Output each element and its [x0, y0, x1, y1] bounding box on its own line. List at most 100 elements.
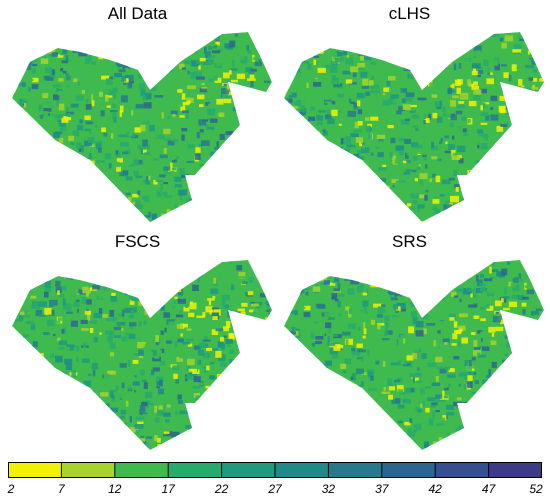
map-pixel: [260, 152, 265, 159]
map-pixel: [428, 418, 434, 426]
map-pixel: [112, 218, 122, 222]
map-pixel: [178, 54, 183, 61]
map-pixel: [453, 449, 460, 450]
map-pixel: [181, 173, 190, 179]
map-pixel: [222, 166, 229, 171]
map-pixel: [92, 285, 101, 290]
map-pixel: [137, 219, 143, 222]
map-pixel: [76, 426, 82, 432]
map-pixel: [444, 387, 449, 391]
map-pixel: [89, 419, 97, 422]
map-pixel: [123, 78, 129, 83]
map-pixel: [141, 348, 150, 355]
map-pixel: [507, 164, 511, 167]
map-pixel: [250, 81, 254, 87]
map-pixel: [480, 338, 483, 342]
map-pixel: [312, 131, 321, 136]
map-pixel: [62, 382, 69, 385]
map-pixel: [375, 360, 380, 365]
map-pixel: [216, 290, 220, 293]
map-pixel: [462, 196, 468, 201]
map-pixel: [405, 118, 410, 121]
map-pixel: [180, 193, 183, 201]
map-pixel: [68, 429, 76, 435]
map-pixel: [332, 334, 338, 337]
map-pixel: [22, 441, 26, 448]
map-pixel: [143, 45, 149, 48]
map-pixel: [532, 69, 537, 73]
map-pixel: [509, 267, 513, 273]
map-pixel: [124, 74, 134, 81]
map-pixel: [124, 348, 134, 353]
map-pixel: [415, 76, 420, 81]
map-pixel: [60, 68, 64, 72]
map-pixel: [305, 319, 313, 322]
map-pixel: [452, 397, 458, 402]
map-pixel: [225, 445, 233, 450]
map-pixel: [326, 342, 336, 347]
map-pixel: [513, 99, 523, 104]
map-pixel: [296, 351, 305, 359]
map-pixel: [182, 110, 189, 114]
map-pixel: [253, 310, 256, 315]
map-pixel: [48, 172, 53, 179]
map-pixel: [465, 411, 473, 417]
map-pixel: [193, 71, 202, 77]
map-pixel: [65, 184, 72, 192]
map-pixel: [263, 175, 270, 183]
map-pixel: [485, 191, 489, 199]
map-pixel: [517, 295, 525, 300]
map-pixel: [331, 179, 334, 186]
map-pixel: [340, 363, 347, 369]
map-pixel: [494, 63, 500, 71]
map-pixel: [409, 302, 418, 307]
legend-tick-label: 12: [108, 482, 122, 496]
legend-tick-label: 42: [428, 482, 442, 496]
map-pixel: [287, 310, 295, 314]
map-pixel: [59, 373, 64, 377]
map-pixel: [100, 131, 104, 138]
map-pixel: [60, 371, 68, 375]
map-pixel: [240, 326, 243, 334]
map-pixel: [57, 90, 64, 96]
map-pixel: [242, 189, 246, 194]
map-pixel: [14, 312, 23, 318]
map-pixel: [303, 156, 310, 159]
map-pixel: [264, 392, 270, 397]
map-pixel: [528, 77, 534, 81]
map-pixel: [365, 192, 371, 198]
map-pixel: [471, 357, 476, 363]
map-pixel: [20, 364, 26, 369]
map-pixel: [414, 178, 418, 182]
map-pixel: [329, 222, 337, 225]
map-pixel: [238, 327, 242, 331]
map-pixel: [319, 216, 325, 222]
map-pixel: [408, 56, 414, 64]
map-pixel: [367, 274, 372, 278]
map-pixel: [37, 305, 41, 311]
map-pixel: [456, 105, 466, 109]
map-pixel: [43, 332, 50, 335]
map-pixel: [334, 277, 340, 283]
map-pixel: [103, 282, 112, 287]
map-pixel: [532, 346, 536, 350]
map-pixel: [510, 418, 518, 423]
map-pixel: [525, 372, 533, 377]
map-pixel: [121, 39, 126, 46]
map-pixel: [174, 341, 177, 348]
map-pixel: [485, 68, 494, 73]
map-pixel: [227, 311, 230, 318]
map-pixel: [27, 445, 31, 450]
legend-swatch: [435, 462, 490, 478]
map-pixel: [309, 106, 315, 111]
map-pixel: [145, 382, 154, 387]
map-pixel: [453, 170, 457, 177]
map-pixel: [48, 224, 52, 225]
map-pixel: [177, 52, 184, 59]
map-pixel: [530, 118, 538, 125]
map-pixel: [299, 145, 307, 150]
map-pixel: [53, 132, 60, 138]
map-pixel: [511, 294, 520, 299]
map-pixel: [82, 178, 87, 183]
map-pixel: [223, 200, 227, 205]
